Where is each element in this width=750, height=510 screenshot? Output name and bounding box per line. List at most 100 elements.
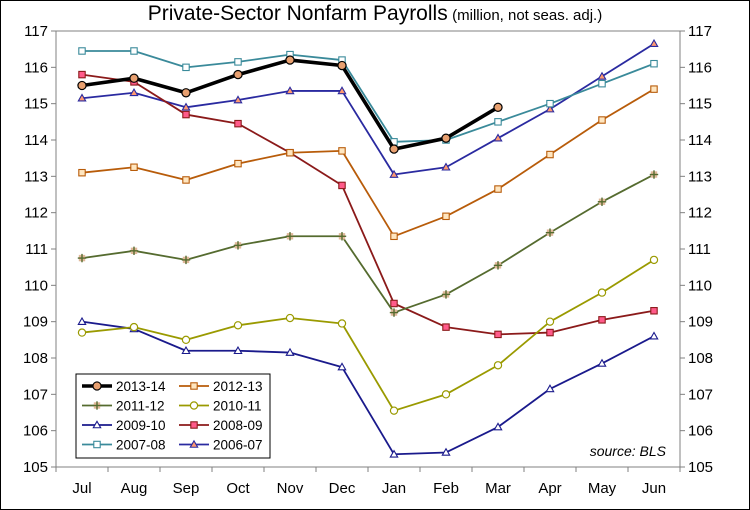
y-tick-label-right: 105 — [688, 459, 713, 476]
data-point-2007-08 — [234, 58, 242, 66]
data-point-2006-07 — [389, 169, 399, 178]
data-point-2011-12 — [337, 232, 347, 241]
legend-label-2010-11: 2010-11 — [213, 399, 262, 414]
data-point-2012-13 — [650, 85, 658, 93]
legend-label-2007-08: 2007-08 — [116, 438, 166, 453]
legend-label-2009-10: 2009-10 — [116, 418, 166, 433]
series-2008-09 — [78, 70, 658, 339]
data-point-2008-09 — [442, 323, 450, 331]
data-point-2013-14 — [233, 69, 243, 80]
data-point-2009-10 — [233, 345, 243, 355]
series-line-2012-13 — [81, 88, 655, 238]
x-tick-label: May — [588, 480, 617, 497]
data-point-2007-08 — [78, 47, 86, 55]
y-tick-label-left: 109 — [23, 314, 48, 331]
x-tick-label: Mar — [485, 480, 511, 497]
data-point-2011-12 — [545, 228, 555, 237]
data-point-2006-07 — [285, 86, 295, 95]
data-point-2008-09 — [494, 330, 502, 339]
series-2011-12 — [77, 170, 659, 317]
data-point-2009-10 — [181, 345, 191, 355]
y-tick-label-left: 112 — [24, 205, 48, 222]
y-tick-label-right: 108 — [688, 350, 713, 367]
legend-label-2012-13: 2012-13 — [213, 379, 263, 394]
series-line-2009-10 — [81, 320, 655, 456]
data-point-2013-14 — [285, 55, 295, 65]
data-point-2008-09 — [390, 299, 398, 308]
x-tick-label: Sep — [173, 480, 200, 497]
y-tick-label-right: 117 — [688, 23, 712, 40]
data-point-2013-14 — [441, 133, 451, 143]
data-point-2011-12 — [233, 241, 243, 250]
data-point-2010-11 — [181, 335, 191, 345]
x-tick-label: Jul — [72, 480, 91, 497]
data-point-2007-08 — [494, 118, 502, 126]
data-point-2008-09 — [78, 70, 86, 79]
series-line-2008-09 — [81, 73, 655, 336]
data-point-2011-12 — [493, 261, 503, 270]
data-point-2010-11 — [441, 390, 451, 399]
legend-marker-2013-14 — [92, 381, 102, 391]
series-line-2007-08 — [82, 50, 655, 143]
data-point-2009-10 — [337, 362, 347, 371]
data-point-2012-13 — [442, 212, 450, 221]
chart-title-subtitle: (million, not seas. adj.) — [452, 7, 603, 24]
series-2013-14 — [77, 55, 503, 154]
data-point-2008-09 — [598, 316, 606, 324]
legend-label-2013-14: 2013-14 — [116, 379, 166, 394]
data-point-2012-13 — [390, 232, 398, 241]
data-point-2011-12 — [389, 308, 399, 317]
source-annotation: source: BLS — [590, 443, 667, 459]
data-point-2010-11 — [649, 255, 659, 265]
x-tick-label: Oct — [226, 480, 250, 497]
data-point-2011-12 — [597, 197, 607, 206]
series-line-2010-11 — [81, 259, 655, 412]
data-point-2010-11 — [285, 313, 295, 323]
x-tick-label: Jun — [642, 480, 666, 497]
data-point-2012-13 — [598, 116, 606, 124]
legend: 2013-14 2012-13 2011-12 2010-11 2009-10 2008-… — [75, 373, 271, 459]
legend-marker-2010-11 — [189, 401, 199, 410]
legend-label-2011-12: 2011-12 — [116, 399, 165, 414]
data-point-2006-07 — [545, 104, 555, 113]
data-point-2006-07 — [129, 87, 139, 97]
legend-marker-2006-07 — [189, 439, 199, 448]
data-point-2009-10 — [285, 347, 295, 356]
data-point-2008-09 — [338, 181, 346, 190]
data-point-2011-12 — [441, 290, 451, 299]
data-point-2009-10 — [389, 449, 399, 458]
data-point-2011-12 — [77, 253, 87, 263]
chart-title: Private-Sector Nonfarm Payrolls (million… — [0, 2, 750, 26]
chart-title-main: Private-Sector Nonfarm Payrolls — [147, 2, 448, 25]
data-point-2010-11 — [233, 321, 243, 330]
y-tick-label-left: 114 — [24, 132, 48, 149]
legend-label-2008-09: 2008-09 — [213, 418, 263, 433]
data-point-2009-10 — [597, 358, 607, 367]
legend-label-2006-07: 2006-07 — [213, 438, 263, 453]
data-point-2011-12 — [649, 170, 659, 179]
data-point-2011-12 — [285, 232, 295, 241]
y-tick-label-left: 116 — [24, 59, 48, 76]
data-point-2013-14 — [337, 60, 347, 71]
data-point-2008-09 — [182, 110, 190, 119]
x-tick-label: Aug — [121, 480, 148, 497]
data-point-2013-14 — [181, 88, 191, 98]
y-tick-label-right: 113 — [688, 168, 712, 185]
data-point-2012-13 — [234, 159, 242, 168]
data-point-2007-08 — [546, 99, 554, 108]
data-point-2012-13 — [338, 147, 346, 155]
data-point-2008-09 — [234, 119, 242, 128]
legend-marker-2008-09 — [190, 421, 198, 429]
data-point-2006-07 — [441, 162, 451, 171]
data-point-2013-14 — [129, 73, 139, 83]
x-tick-label: Feb — [433, 480, 459, 497]
y-tick-label-left: 117 — [24, 23, 48, 40]
data-point-2007-08 — [650, 59, 658, 68]
y-tick-label-left: 115 — [24, 96, 48, 113]
y-tick-label-right: 106 — [688, 423, 713, 440]
data-point-2011-12 — [181, 255, 191, 265]
data-point-2013-14 — [389, 144, 399, 154]
y-tick-label-left: 108 — [23, 350, 48, 367]
data-point-2012-13 — [78, 168, 86, 177]
data-point-2009-10 — [649, 331, 659, 340]
